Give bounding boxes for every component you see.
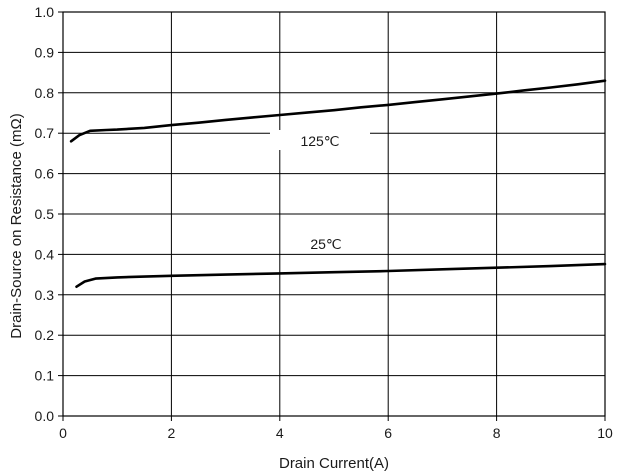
y-tick-label: 0.3 (35, 287, 55, 303)
series-line-1 (75, 262, 607, 289)
x-tick-label: 4 (276, 425, 284, 441)
series-annotation: 125℃ (300, 133, 339, 149)
y-tick-label: 0.0 (35, 408, 55, 424)
grid-lines (63, 12, 605, 416)
y-tick-label: 0.9 (35, 44, 55, 60)
x-tick-label: 8 (493, 425, 501, 441)
y-tick-label: 0.1 (35, 368, 55, 384)
y-tick-label: 0.7 (35, 125, 55, 141)
series-annotation: 25℃ (310, 236, 341, 252)
annotation-background (270, 130, 370, 150)
y-tick-label: 0.5 (35, 206, 55, 222)
curve-annotations: 125℃ 25℃ (270, 130, 370, 253)
x-tick-label: 2 (168, 425, 176, 441)
y-tick-label: 0.8 (35, 85, 55, 101)
y-axis-ticks: 0.0 0.1 0.2 0.3 0.4 0.5 0.6 0.7 0.8 0.9 1.0 (35, 4, 63, 424)
x-axis-ticks: 0 2 4 6 8 10 (59, 416, 613, 441)
data-series (69, 79, 607, 289)
x-tick-label: 0 (59, 425, 67, 441)
y-tick-label: 0.2 (35, 327, 55, 343)
y-axis-label: Drain-Source on Resistance (mΩ) (8, 113, 25, 338)
y-tick-label: 0.4 (35, 246, 55, 262)
x-tick-label: 6 (384, 425, 392, 441)
y-tick-label: 1.0 (35, 4, 55, 20)
y-tick-label: 0.6 (35, 166, 55, 182)
x-axis-label: Drain Current(A) (279, 455, 389, 472)
x-tick-label: 10 (597, 425, 613, 441)
annotation-background (283, 233, 369, 253)
